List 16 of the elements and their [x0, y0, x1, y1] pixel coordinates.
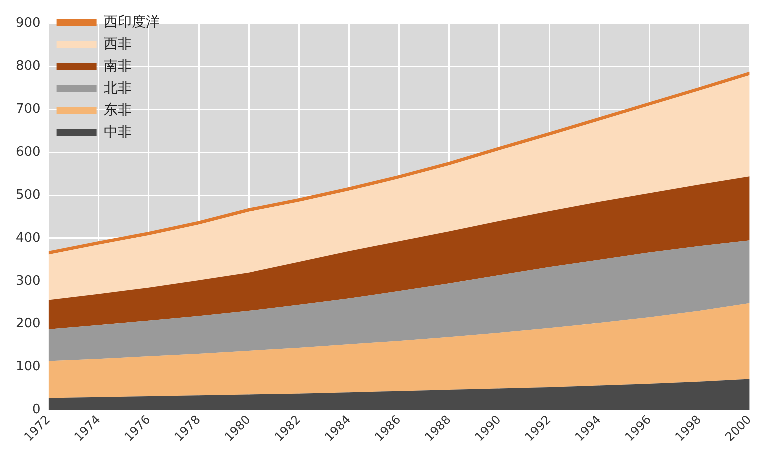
y-tick-label: 700 — [16, 102, 41, 118]
legend-label: 北非 — [104, 80, 132, 97]
y-tick-label: 500 — [16, 188, 41, 203]
y-tick-label: 600 — [16, 144, 41, 160]
y-tick-label: 400 — [16, 230, 41, 246]
y-tick-label: 0 — [32, 402, 41, 418]
legend-label: 南非 — [104, 58, 132, 75]
y-tick-label: 300 — [16, 274, 41, 289]
legend-label: 中非 — [104, 124, 132, 141]
y-tick-label: 900 — [16, 16, 41, 32]
legend-label: 东非 — [104, 102, 132, 119]
y-tick-label: 800 — [16, 59, 41, 74]
y-tick-label: 200 — [16, 316, 41, 332]
legend-label: 西印度洋 — [104, 14, 160, 31]
legend-label: 西非 — [104, 36, 132, 53]
y-tick-label: 100 — [16, 360, 41, 375]
